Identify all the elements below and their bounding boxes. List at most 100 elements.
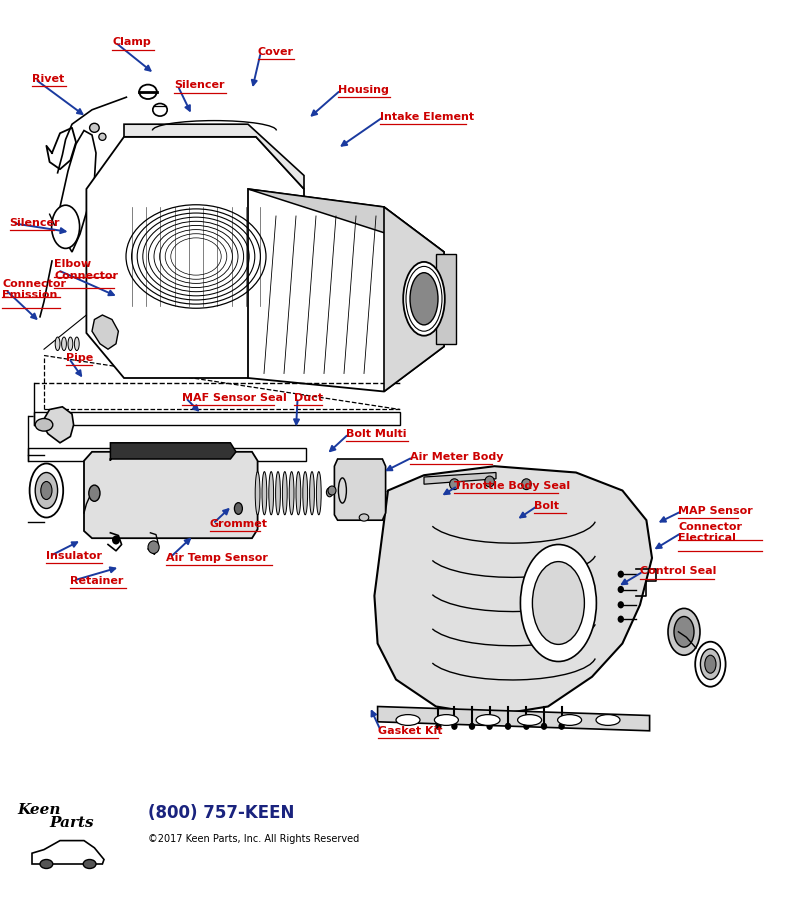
Polygon shape: [334, 459, 386, 520]
Text: Bolt Multi: Bolt Multi: [346, 428, 406, 439]
Text: Insulator: Insulator: [46, 551, 102, 562]
Ellipse shape: [410, 273, 438, 325]
Ellipse shape: [35, 472, 58, 508]
Ellipse shape: [269, 472, 274, 515]
Ellipse shape: [596, 715, 620, 725]
Circle shape: [435, 723, 442, 730]
Text: Duct: Duct: [294, 392, 323, 403]
Polygon shape: [34, 412, 400, 425]
Text: Air Temp Sensor: Air Temp Sensor: [166, 553, 268, 563]
Text: Connector
Emission: Connector Emission: [2, 279, 66, 301]
Ellipse shape: [668, 608, 700, 655]
Ellipse shape: [317, 472, 322, 515]
Text: Housing: Housing: [338, 85, 389, 95]
Ellipse shape: [310, 472, 314, 515]
Circle shape: [618, 571, 624, 578]
Ellipse shape: [68, 337, 73, 350]
Ellipse shape: [99, 133, 106, 140]
Ellipse shape: [35, 418, 53, 431]
Circle shape: [450, 479, 459, 490]
Text: Parts: Parts: [50, 816, 94, 830]
Polygon shape: [436, 254, 456, 344]
Ellipse shape: [403, 262, 445, 336]
Text: Clamp: Clamp: [112, 37, 150, 48]
Polygon shape: [84, 452, 258, 538]
Circle shape: [522, 479, 531, 490]
Ellipse shape: [62, 337, 66, 350]
Polygon shape: [424, 472, 496, 484]
Polygon shape: [248, 189, 444, 252]
Text: Pipe: Pipe: [66, 353, 93, 364]
Ellipse shape: [275, 472, 280, 515]
Ellipse shape: [695, 642, 726, 687]
Circle shape: [451, 723, 458, 730]
Polygon shape: [384, 207, 444, 392]
Ellipse shape: [89, 485, 100, 501]
Ellipse shape: [396, 715, 420, 725]
Ellipse shape: [41, 482, 52, 500]
Ellipse shape: [533, 562, 585, 644]
Text: Elbow
Connector: Elbow Connector: [54, 259, 118, 281]
Text: Grommet: Grommet: [210, 518, 267, 529]
Circle shape: [558, 723, 565, 730]
Circle shape: [523, 723, 530, 730]
Ellipse shape: [296, 472, 301, 515]
Polygon shape: [28, 448, 306, 461]
Circle shape: [541, 723, 547, 730]
Text: Silencer: Silencer: [10, 218, 60, 229]
Polygon shape: [378, 706, 650, 731]
Ellipse shape: [558, 715, 582, 725]
Circle shape: [148, 541, 159, 554]
Ellipse shape: [290, 472, 294, 515]
Text: Connector
Electrical: Connector Electrical: [678, 522, 742, 544]
Text: Keen: Keen: [18, 804, 61, 817]
Text: ©2017 Keen Parts, Inc. All Rights Reserved: ©2017 Keen Parts, Inc. All Rights Reserv…: [148, 833, 359, 843]
Text: Bolt: Bolt: [534, 500, 559, 511]
Circle shape: [469, 723, 475, 730]
Ellipse shape: [255, 472, 260, 515]
Polygon shape: [42, 407, 74, 443]
Ellipse shape: [476, 715, 500, 725]
Circle shape: [485, 476, 494, 487]
Text: (800) 757-KEEN: (800) 757-KEEN: [148, 804, 294, 822]
Ellipse shape: [434, 715, 458, 725]
Text: Throttle Body Seal: Throttle Body Seal: [454, 481, 570, 491]
Ellipse shape: [90, 123, 99, 132]
Circle shape: [486, 723, 493, 730]
Ellipse shape: [55, 337, 60, 350]
Text: Retainer: Retainer: [70, 575, 124, 586]
Ellipse shape: [262, 472, 267, 515]
Ellipse shape: [326, 488, 333, 497]
Ellipse shape: [40, 860, 53, 868]
Ellipse shape: [234, 502, 242, 515]
Ellipse shape: [705, 655, 716, 673]
Text: MAP Sensor: MAP Sensor: [678, 506, 753, 517]
Ellipse shape: [520, 544, 596, 662]
Ellipse shape: [83, 860, 96, 868]
Ellipse shape: [30, 464, 63, 518]
Polygon shape: [110, 443, 236, 461]
Ellipse shape: [302, 472, 307, 515]
Ellipse shape: [52, 205, 80, 248]
Text: Rivet: Rivet: [32, 74, 64, 85]
Text: Gasket Kit: Gasket Kit: [378, 725, 442, 736]
Text: Intake Element: Intake Element: [380, 112, 474, 122]
Polygon shape: [32, 841, 104, 864]
Polygon shape: [86, 137, 304, 378]
Text: Air Meter Body: Air Meter Body: [410, 452, 503, 463]
Ellipse shape: [74, 337, 79, 350]
Polygon shape: [60, 130, 96, 252]
Circle shape: [618, 601, 624, 608]
Ellipse shape: [701, 649, 720, 680]
Ellipse shape: [674, 616, 694, 647]
Ellipse shape: [518, 715, 542, 725]
Text: Control Seal: Control Seal: [640, 566, 716, 577]
Circle shape: [112, 536, 120, 544]
Circle shape: [618, 586, 624, 593]
Circle shape: [328, 486, 336, 495]
Ellipse shape: [282, 472, 287, 515]
Circle shape: [618, 616, 624, 623]
Text: Cover: Cover: [258, 47, 294, 58]
Polygon shape: [374, 466, 652, 716]
Polygon shape: [124, 124, 304, 189]
